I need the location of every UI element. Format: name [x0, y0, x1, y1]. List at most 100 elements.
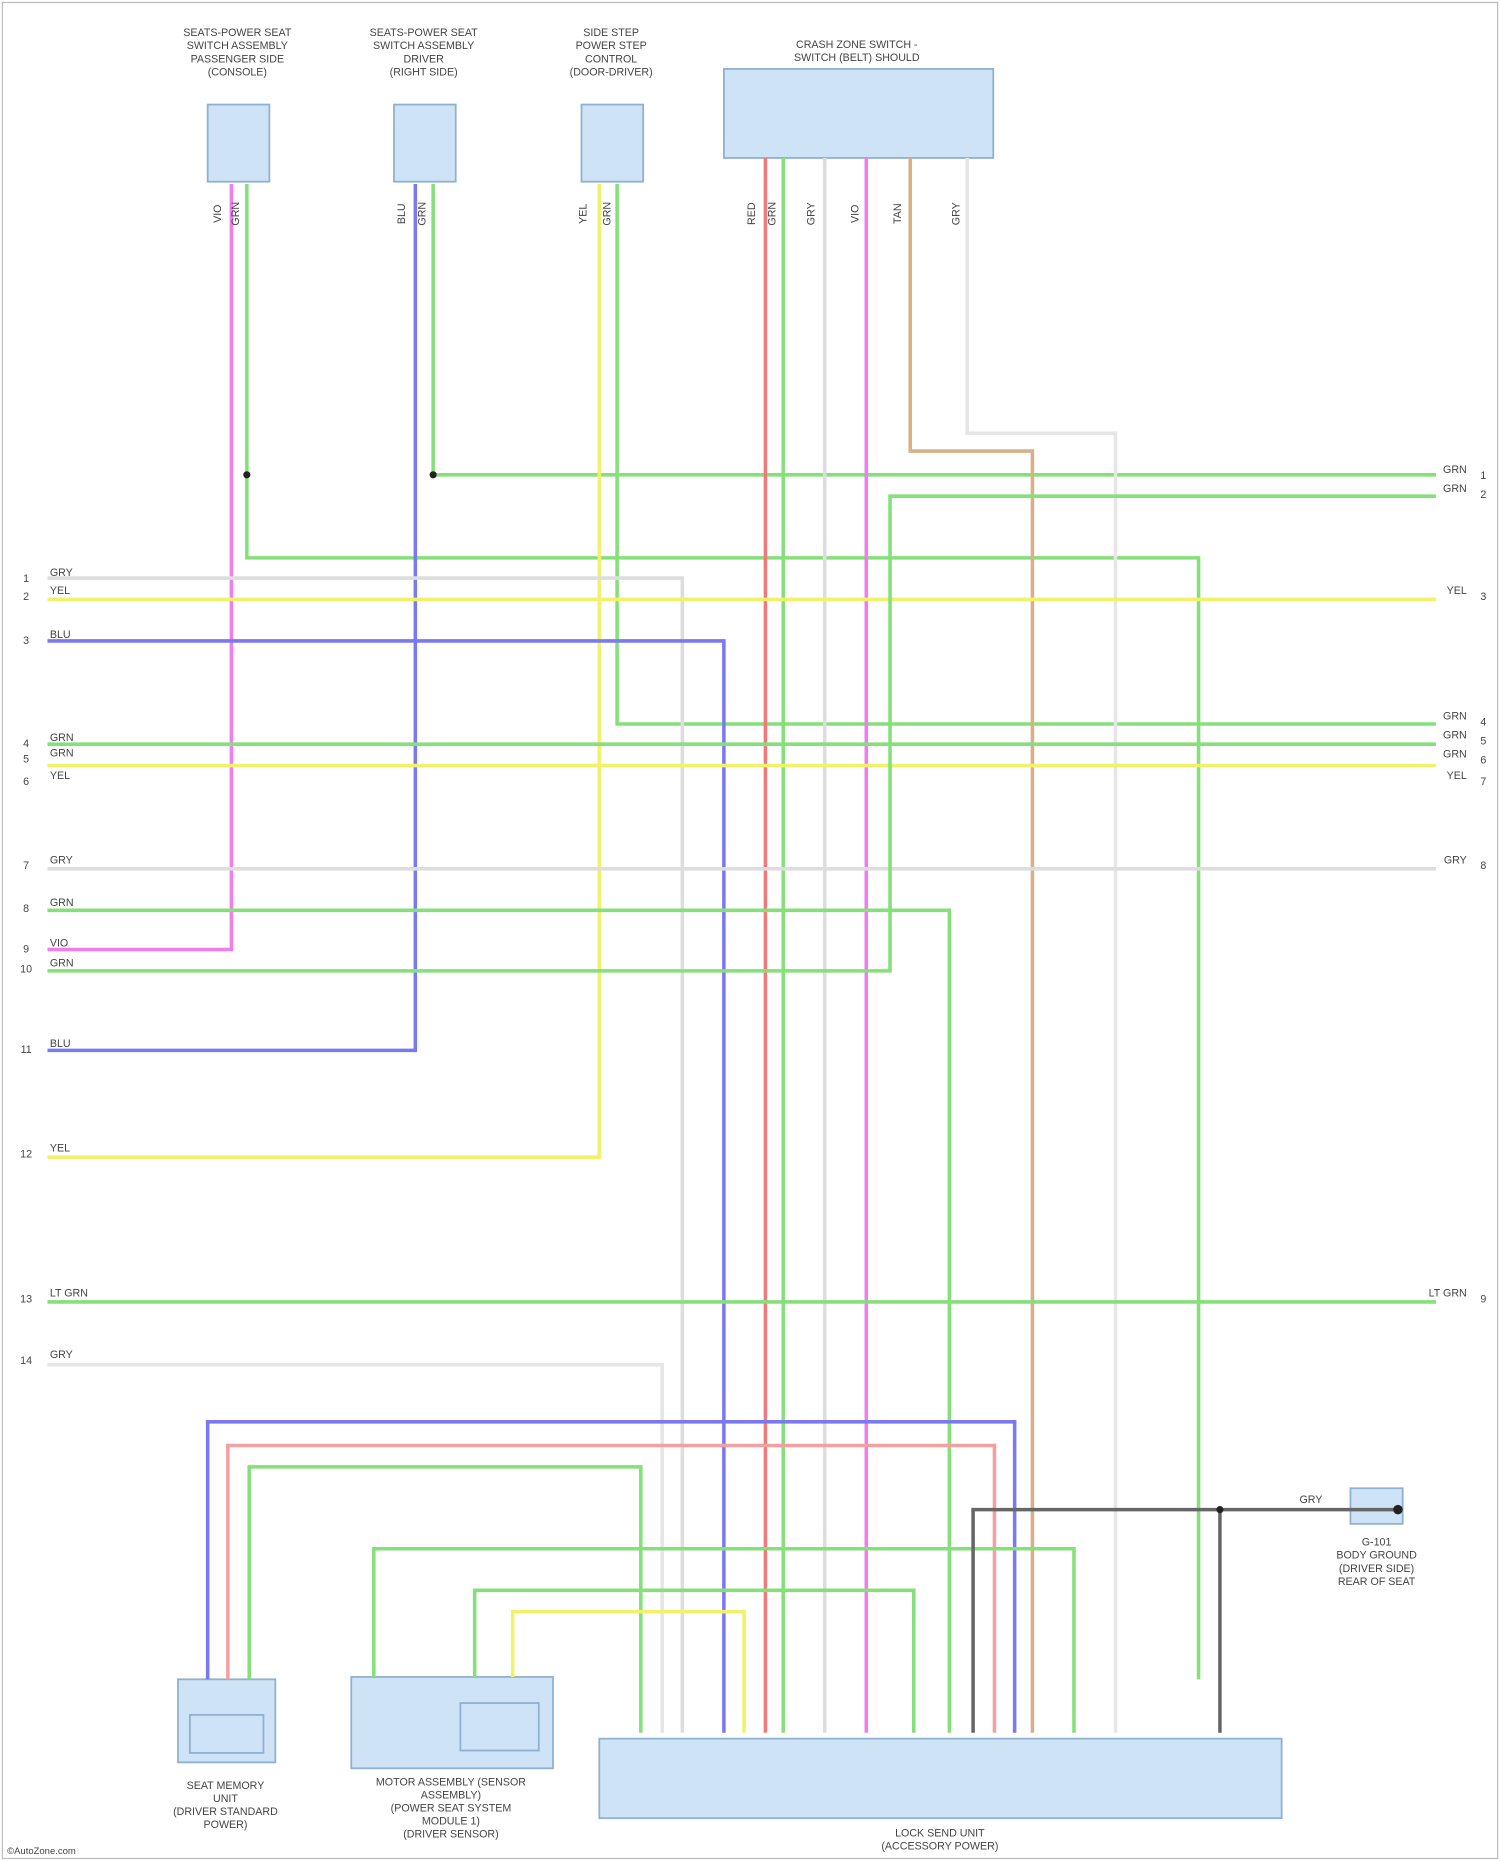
component-label: SEATS-POWER SEAT — [370, 27, 479, 39]
pin-number: 12 — [20, 1149, 32, 1161]
pin-number: 11 — [21, 1044, 32, 1056]
wire-label: GRN — [1443, 749, 1467, 761]
component-label: SIDE STEP — [583, 27, 639, 39]
wire-label: LT GRN — [1429, 1287, 1467, 1299]
wire — [47, 184, 234, 952]
component-label: POWER) — [204, 1819, 248, 1831]
wire-label: YEL — [50, 1143, 70, 1155]
wire — [47, 184, 602, 1159]
wire-label: GRN — [1443, 730, 1467, 742]
pin-number: 1 — [1480, 470, 1486, 482]
component-label: SWITCH ASSEMBLY — [373, 40, 474, 52]
component-label: (ACCESSORY POWER) — [881, 1840, 998, 1852]
wire — [47, 908, 952, 1733]
pin-number: 2 — [1480, 489, 1486, 501]
wire-label: TAN — [892, 203, 904, 224]
components — [177, 68, 1404, 1820]
wire — [510, 1609, 746, 1733]
module — [598, 1737, 1283, 1820]
wire-label: BLU — [50, 629, 71, 641]
component-label: MODULE 1) — [422, 1816, 480, 1828]
pin-number: 4 — [1480, 717, 1486, 729]
wire — [205, 1420, 1017, 1733]
component-label: SWITCH ASSEMBLY — [187, 40, 288, 52]
wire-label: VIO — [212, 205, 224, 223]
pin-number: 8 — [23, 903, 29, 915]
pin-number: 6 — [23, 776, 29, 788]
wires — [47, 157, 1436, 1733]
wire-label: BLU — [50, 1038, 71, 1050]
wire — [47, 184, 418, 1053]
component-label: PASSENGER SIDE — [191, 53, 285, 65]
wire — [971, 1507, 1395, 1733]
pin-number: 5 — [23, 753, 29, 765]
component-label: G-101 — [1362, 1537, 1392, 1549]
component-label: DRIVER — [403, 53, 444, 65]
wire-label: YEL — [578, 204, 590, 224]
splice — [429, 471, 437, 479]
wire-label: GRN — [601, 202, 613, 226]
wire-label: GRN — [50, 958, 74, 970]
component-label: BODY GROUND — [1336, 1550, 1417, 1562]
component-label: CRASH ZONE SWITCH - — [796, 39, 918, 51]
component-label: (DRIVER SENSOR) — [403, 1829, 498, 1841]
wire — [47, 576, 685, 1733]
wire-label: GRY — [950, 202, 962, 225]
pin-number: 10 — [20, 963, 32, 975]
pin-number: 7 — [23, 860, 29, 872]
wire-label: GRY — [1444, 854, 1467, 866]
wire-label: LT GRN — [50, 1287, 88, 1299]
component-label: SEATS-POWER SEAT — [183, 27, 292, 39]
pin-number: 7 — [1480, 776, 1486, 788]
component-label: POWER STEP — [576, 40, 647, 52]
pin-number: 6 — [1480, 755, 1486, 767]
component-label: (DRIVER STANDARD — [173, 1806, 278, 1818]
wire-label: GRY — [1299, 1494, 1322, 1506]
pin-number: 4 — [23, 738, 29, 750]
wire-label: VIO — [50, 937, 68, 949]
wire-label: GRN — [1443, 483, 1467, 495]
wire — [472, 1588, 916, 1733]
connector — [393, 103, 457, 183]
splice — [1216, 1506, 1224, 1514]
ground-connector — [1349, 1487, 1404, 1525]
footer: ©AutoZone.com — [7, 1846, 76, 1857]
connector — [580, 103, 645, 183]
pin-number: 5 — [1480, 736, 1486, 748]
wire-label: GRN — [50, 732, 74, 744]
wire — [47, 494, 1436, 973]
pin-number: 9 — [1480, 1293, 1486, 1305]
wire — [908, 157, 1035, 1733]
wire-label: GRN — [50, 897, 74, 909]
wire-label: GRY — [50, 854, 73, 866]
wire-label: GRY — [50, 567, 73, 579]
component-label: LOCK SEND UNIT — [895, 1827, 985, 1839]
connector — [206, 103, 271, 183]
wire — [615, 184, 1436, 726]
component-label: SEAT MEMORY — [187, 1780, 265, 1792]
component-label: (CONSOLE) — [208, 66, 267, 78]
wire-label: GRN — [50, 748, 74, 760]
pin-number: 3 — [1480, 591, 1486, 603]
wire — [226, 1443, 997, 1733]
pin-number: 8 — [1480, 860, 1486, 872]
pin-number: 1 — [23, 573, 29, 585]
wire-label: GRN — [230, 202, 242, 226]
wire-label: GRN — [1443, 464, 1467, 476]
wire-label: RED — [746, 202, 758, 225]
wire-label: YEL — [1447, 585, 1467, 597]
seat-unit-inner — [188, 1714, 265, 1754]
wire — [47, 639, 726, 1733]
motor-inner — [459, 1702, 540, 1752]
ground — [1393, 1504, 1403, 1515]
wire-label: GRN — [766, 202, 778, 226]
wire-label: YEL — [50, 770, 70, 782]
component-label: UNIT — [213, 1793, 238, 1805]
component-label: REAR OF SEAT — [1338, 1576, 1416, 1588]
component-label: SWITCH (BELT) SHOULD — [794, 52, 920, 64]
component-label: ASSEMBLY) — [421, 1789, 481, 1801]
wire-label: YEL — [50, 585, 70, 597]
wire-label: GRN — [416, 202, 428, 226]
component-label: (DRIVER SIDE) — [1339, 1563, 1414, 1575]
